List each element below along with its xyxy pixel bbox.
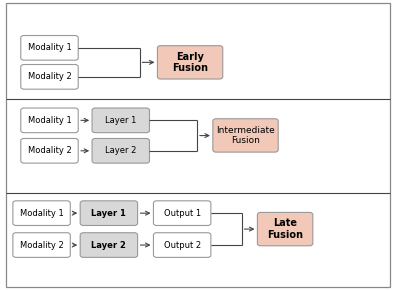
- FancyBboxPatch shape: [21, 139, 78, 163]
- Text: Layer 1: Layer 1: [105, 116, 137, 125]
- Text: Output 2: Output 2: [164, 240, 201, 250]
- Text: Layer 2: Layer 2: [105, 146, 137, 155]
- Text: Output 1: Output 1: [164, 209, 201, 218]
- Text: Modality 1: Modality 1: [28, 116, 71, 125]
- FancyBboxPatch shape: [154, 233, 211, 258]
- Text: Modality 1: Modality 1: [20, 209, 63, 218]
- FancyBboxPatch shape: [154, 201, 211, 226]
- FancyBboxPatch shape: [92, 108, 150, 133]
- Text: Modality 2: Modality 2: [20, 240, 63, 250]
- Text: Early
Fusion: Early Fusion: [172, 52, 208, 73]
- FancyBboxPatch shape: [21, 65, 78, 89]
- FancyBboxPatch shape: [80, 233, 138, 258]
- FancyBboxPatch shape: [257, 212, 313, 246]
- FancyBboxPatch shape: [13, 201, 70, 226]
- Text: Modality 2: Modality 2: [28, 146, 71, 155]
- Text: Late
Fusion: Late Fusion: [267, 218, 303, 240]
- FancyBboxPatch shape: [21, 36, 78, 60]
- FancyBboxPatch shape: [158, 46, 223, 79]
- FancyBboxPatch shape: [21, 108, 78, 133]
- Text: Intermediate
Fusion: Intermediate Fusion: [216, 126, 275, 145]
- Text: Modality 2: Modality 2: [28, 72, 71, 81]
- FancyBboxPatch shape: [92, 139, 150, 163]
- Text: Layer 1: Layer 1: [91, 209, 126, 218]
- FancyBboxPatch shape: [13, 233, 70, 258]
- FancyBboxPatch shape: [213, 119, 278, 152]
- FancyBboxPatch shape: [80, 201, 138, 226]
- Text: Modality 1: Modality 1: [28, 43, 71, 52]
- Text: Layer 2: Layer 2: [91, 240, 126, 250]
